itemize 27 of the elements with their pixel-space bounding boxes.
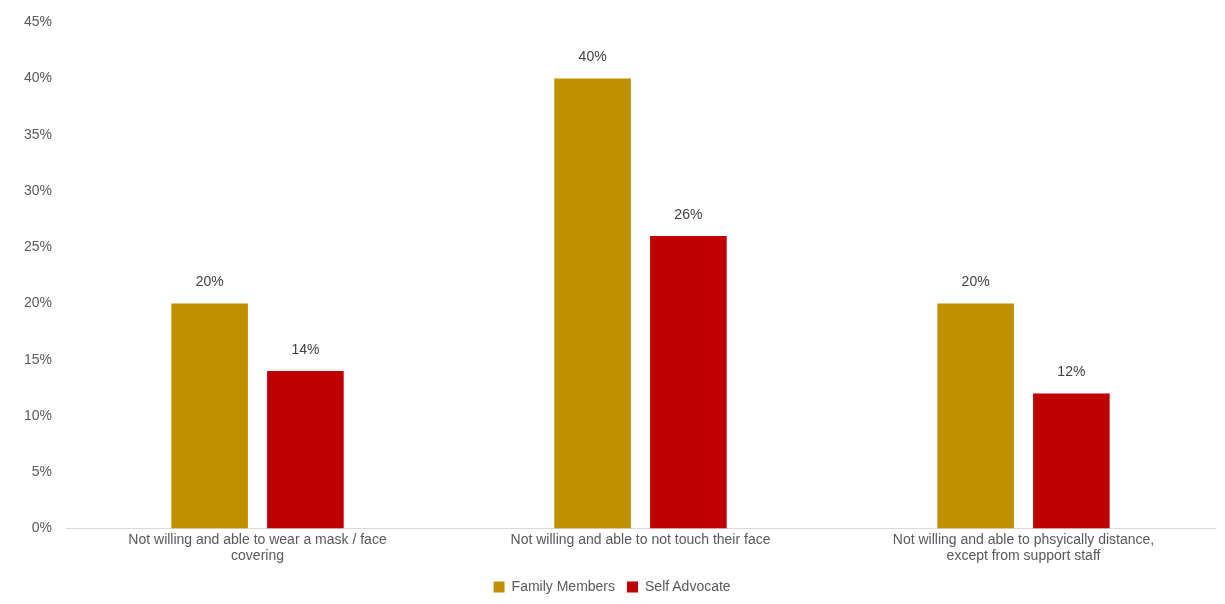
y-tick-label: 20% xyxy=(23,294,53,311)
bar xyxy=(1033,393,1110,529)
y-tick-label: 10% xyxy=(23,406,53,423)
data-label: 20% xyxy=(961,273,990,290)
y-tick-label: 40% xyxy=(23,69,53,86)
data-label: 12% xyxy=(1057,363,1086,380)
y-tick-label: 30% xyxy=(23,181,53,198)
y-tick-label: 5% xyxy=(31,463,53,480)
legend-label: Self Advocate xyxy=(645,577,731,594)
bar xyxy=(267,370,344,529)
data-label: 40% xyxy=(578,48,607,65)
y-tick-label: 0% xyxy=(31,519,53,536)
bar xyxy=(554,78,631,529)
data-label: 20% xyxy=(195,273,224,290)
y-tick-label: 25% xyxy=(23,238,53,255)
bar xyxy=(650,236,727,529)
x-tick-label: Not willing and able to wear a mask / face covering xyxy=(128,530,387,564)
x-tick-label: Not willing and able to phsyically distance, except from support staff xyxy=(892,530,1155,564)
bar xyxy=(171,303,248,529)
y-tick-label: 35% xyxy=(23,125,53,142)
legend-label: Family Members xyxy=(511,577,616,594)
data-label: 14% xyxy=(291,340,320,357)
x-tick-label: Not willing and able to not touch their face xyxy=(510,530,771,547)
y-tick-label: 15% xyxy=(23,350,53,367)
bar xyxy=(937,303,1014,529)
data-label: 26% xyxy=(674,205,703,222)
y-tick-label: 45% xyxy=(23,13,53,30)
